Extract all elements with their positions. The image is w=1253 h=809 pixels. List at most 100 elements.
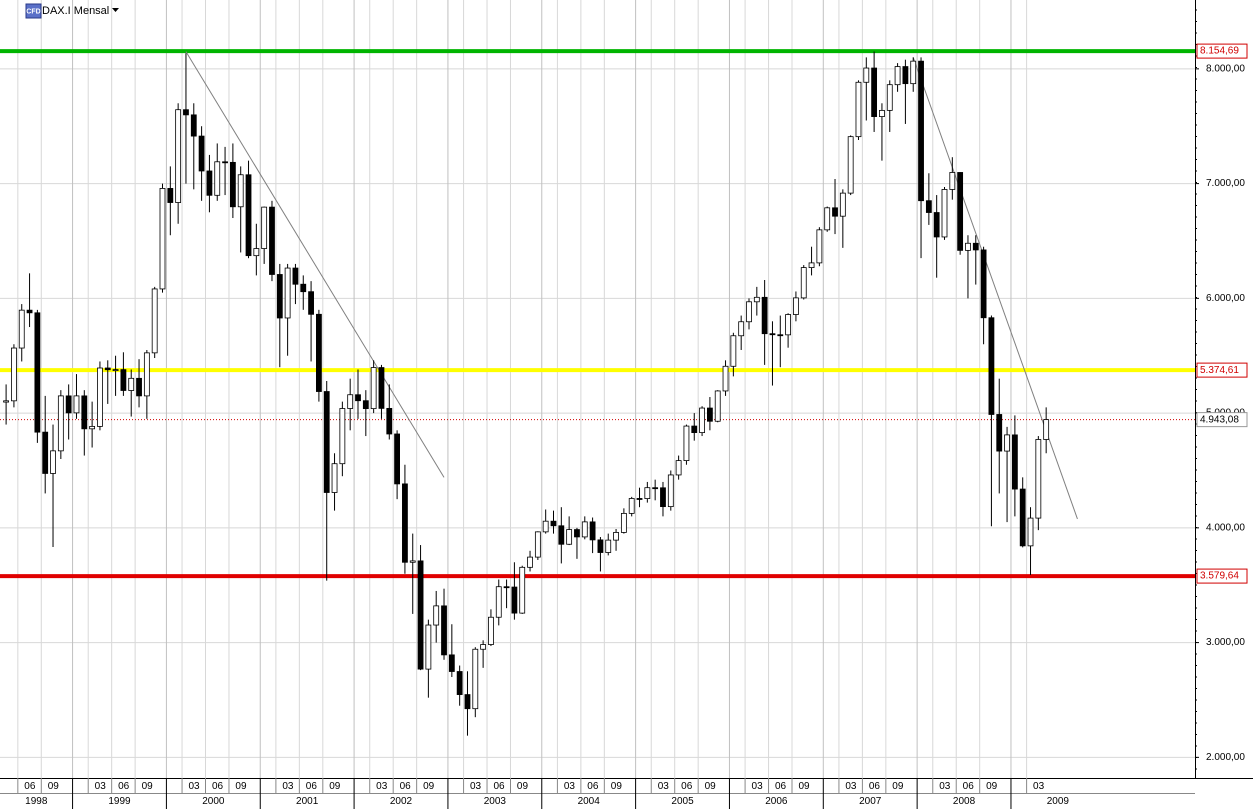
candle-body [613,532,619,541]
y-tick-label: 2.000,00 [1206,752,1245,763]
candle-body [699,407,705,434]
candle-body [488,616,494,645]
candle-body [284,267,291,319]
candle-body [605,539,612,553]
x-tick-label: 06 [400,781,412,792]
x-tick-label: 03 [470,781,482,792]
candle-body [362,400,369,410]
candle-body [402,483,408,563]
x-tick-label: 03 [188,781,200,792]
x-tick-label: 03 [845,781,857,792]
x-tick-label: 09 [986,781,998,792]
header: CFD DAX.I Mensal [25,3,119,19]
candle-body [261,206,268,249]
candle-body [229,161,236,208]
level-label-box [1196,43,1248,59]
candle-body [832,207,838,217]
candle-body [910,60,917,85]
candle-body [683,425,690,462]
candle-body [519,566,526,614]
candle-body [417,560,424,670]
candle-body [847,136,854,194]
y-tick-label: 6.000,00 [1206,293,1245,304]
candle-body [816,229,823,264]
candle-body [433,605,440,626]
candle-body [566,529,573,545]
candle-body [34,312,41,433]
candle-body [448,654,455,672]
candle-body [386,407,393,435]
candle-body [1011,434,1018,490]
candle-body [839,192,846,217]
year-label: 2004 [578,796,601,807]
candle-body [315,313,322,392]
dropdown-arrow[interactable] [112,8,119,12]
candle-body [425,624,432,670]
candle-body [808,262,815,268]
candle-body [871,67,878,117]
candle-body [824,207,831,231]
candle-body [355,394,361,402]
candle-body [206,170,213,196]
candle-body [394,433,401,485]
candle-body [714,390,721,422]
candle-body [378,367,385,409]
year-label: 2002 [390,796,413,807]
candle-body [879,109,885,117]
candle-body [347,394,354,409]
candle-body [464,694,471,710]
grid [0,0,1195,778]
candle-body [495,586,502,618]
x-tick-label: 09 [423,781,435,792]
x-tick-label: 09 [705,781,717,792]
candle-body [183,109,189,116]
candle-body [558,525,565,545]
candle-body [441,605,447,656]
candle-body [722,365,729,392]
year-label: 2005 [671,796,694,807]
candle-body [589,521,596,541]
candle-body [753,296,760,303]
candle-body [667,474,674,508]
candle-body [73,395,80,414]
year-label: 1998 [25,796,48,807]
x-tick-label: 09 [329,781,341,792]
candle-body [527,556,533,568]
candle-body [1019,488,1026,547]
candle-body [620,512,627,533]
candle-body [1027,517,1034,547]
year-label: 2007 [859,796,882,807]
candle-body [542,520,549,533]
current-price-box [1196,412,1248,428]
x-tick-label: 03 [1033,781,1045,792]
candle-body [949,172,956,190]
candle-body [1004,434,1010,452]
candle-body [89,426,96,430]
marks [0,49,1195,736]
candle-body [269,206,275,275]
candle-body [855,81,862,138]
x-tick-label: 03 [752,781,764,792]
x-tick-label: 06 [775,781,787,792]
candle-body [785,314,791,336]
candle-body [472,648,479,710]
candle-body [707,407,713,422]
candle-body [370,367,377,410]
candle-body [276,274,283,319]
candle-body [18,309,25,349]
x-tick-label: 06 [587,781,599,792]
year-label: 2003 [484,796,507,807]
candle-body [894,66,901,86]
candle-body [143,352,150,397]
trendline [185,51,445,478]
candle-body [503,586,510,589]
candle-body [628,498,635,514]
candle-body [50,450,56,474]
x-tick-label: 03 [658,781,670,792]
candle-body [300,283,307,293]
candle-body [534,531,541,558]
candle-body [597,539,604,553]
